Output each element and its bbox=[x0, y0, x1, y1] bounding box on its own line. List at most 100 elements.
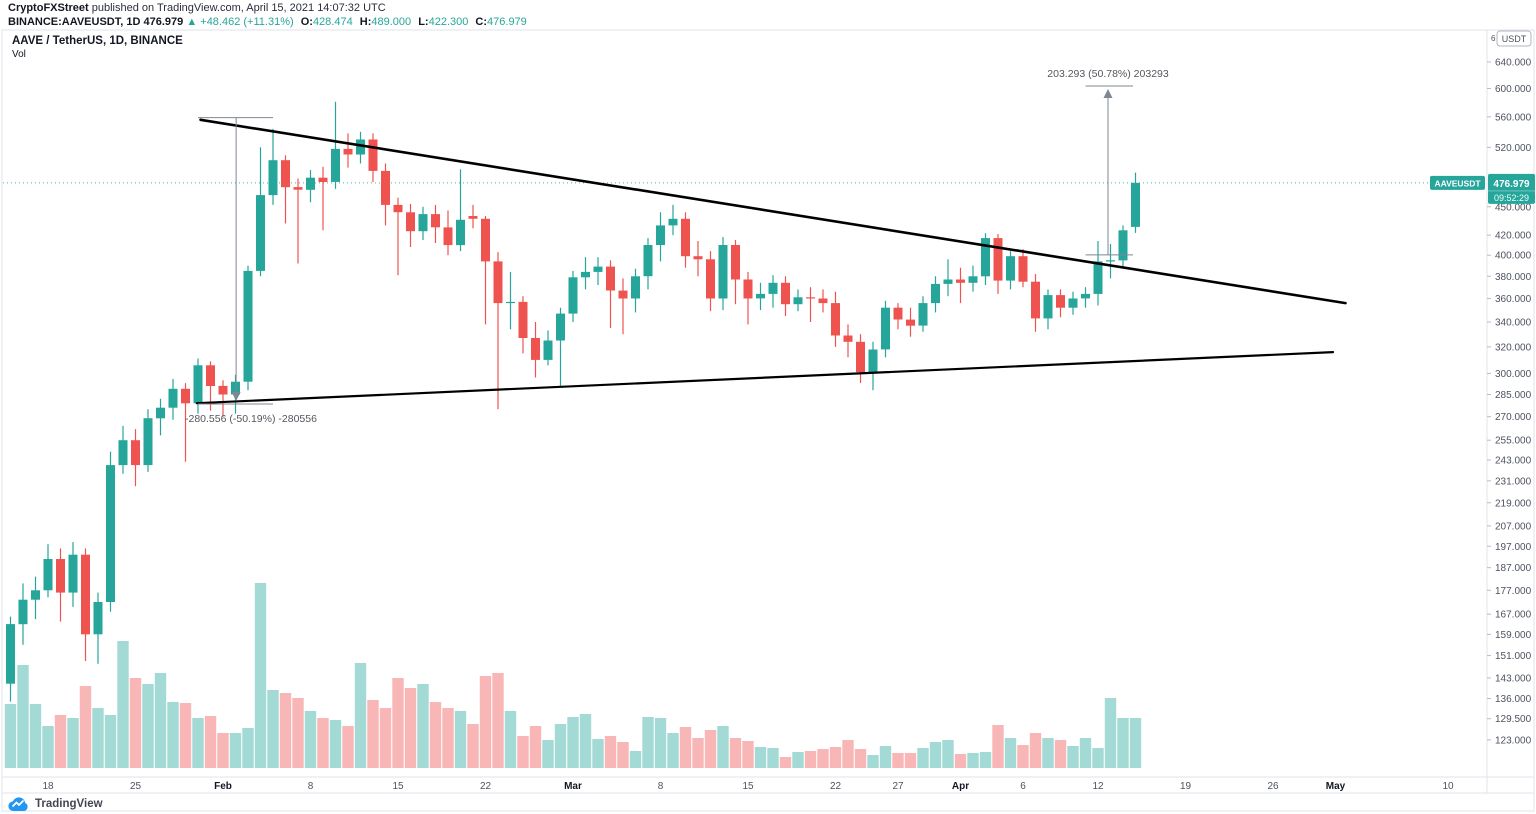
bar-countdown: 09:52:29 bbox=[1494, 193, 1529, 203]
tradingview-brand[interactable]: TradingView bbox=[35, 798, 103, 810]
candle-body bbox=[181, 388, 190, 404]
publish-info: published on TradingView.com, April 15, … bbox=[88, 2, 386, 14]
close-label: C: bbox=[475, 16, 488, 28]
candle-body bbox=[931, 283, 940, 304]
candle-body bbox=[331, 148, 340, 182]
price-tick: 167.000 bbox=[1495, 610, 1532, 621]
time-tick: 22 bbox=[830, 781, 842, 792]
change-value: +48.462 (+11.31%) bbox=[200, 16, 294, 28]
projection-up[interactable]: 203.293 (50.78%) 203293 bbox=[1047, 68, 1169, 256]
measure-down[interactable]: -280.556 (-50.19%) -280556 bbox=[185, 117, 317, 425]
volume-bar bbox=[379, 708, 392, 768]
candle-body bbox=[793, 297, 803, 305]
candle-body bbox=[68, 554, 78, 593]
volume-bar bbox=[479, 676, 492, 768]
time-tick: 27 bbox=[892, 781, 904, 792]
candle-body bbox=[18, 599, 28, 625]
price-tick: 177.000 bbox=[1495, 586, 1532, 597]
candle-body bbox=[1031, 281, 1040, 319]
volume-bar bbox=[892, 753, 904, 768]
candle-body bbox=[131, 440, 140, 466]
symbol-interval: BINANCE:AAVEUSDT, 1D bbox=[8, 16, 141, 28]
time-axis[interactable]: 18 25 Feb 8 15 22 Mar 8 15 22 27 Apr 6 12 19 26 May 10 bbox=[42, 781, 1454, 792]
candle-body bbox=[431, 214, 440, 228]
price-tick: 360.000 bbox=[1495, 294, 1532, 305]
volume-bar bbox=[817, 749, 829, 768]
volume-bar bbox=[629, 751, 642, 768]
volume-bar bbox=[717, 726, 729, 768]
price-tick: 123.000 bbox=[1495, 735, 1532, 746]
candle-body bbox=[81, 554, 90, 635]
volume-bar bbox=[767, 748, 779, 768]
price-tick: 143.000 bbox=[1495, 673, 1532, 684]
price-tick: 219.000 bbox=[1495, 498, 1532, 509]
volume-bar bbox=[392, 678, 404, 768]
candle-body bbox=[718, 245, 728, 299]
volume-bar bbox=[854, 749, 867, 768]
candle-body bbox=[781, 282, 790, 305]
candle-body bbox=[543, 340, 553, 360]
candle-body bbox=[681, 218, 690, 257]
candle-body bbox=[31, 590, 40, 600]
candle-body bbox=[893, 307, 903, 320]
price-tick: 520.000 bbox=[1495, 143, 1532, 154]
volume-bar bbox=[317, 718, 329, 768]
candle-body bbox=[943, 279, 953, 284]
price-tick: 231.000 bbox=[1495, 476, 1532, 487]
candle-body bbox=[318, 177, 328, 182]
svg-text:-280.556 (-50.19%) -280556: -280.556 (-50.19%) -280556 bbox=[185, 413, 317, 425]
volume-bar bbox=[992, 725, 1004, 768]
volume-bar bbox=[904, 753, 917, 768]
candle-body bbox=[906, 319, 915, 326]
volume-bar bbox=[842, 740, 854, 768]
candle-body bbox=[506, 301, 515, 304]
volume-bar bbox=[367, 700, 379, 768]
low-value: 422.300 bbox=[428, 16, 469, 28]
price-axis[interactable]: 6 USDT 640.000 600.000 560.000 520.000 450.000… bbox=[1487, 30, 1532, 746]
volume-bar bbox=[554, 724, 567, 768]
time-tick: Feb bbox=[214, 781, 232, 792]
price-tick: 560.000 bbox=[1495, 112, 1532, 123]
candle-body bbox=[1118, 230, 1128, 261]
volume-bar bbox=[279, 693, 292, 768]
candle-body bbox=[831, 303, 840, 336]
tradingview-logo-icon[interactable] bbox=[8, 796, 30, 812]
candle-body bbox=[606, 266, 615, 291]
header: CryptoFXStreet published on TradingView.… bbox=[8, 2, 527, 29]
candle-body bbox=[231, 381, 240, 395]
candle-body bbox=[56, 559, 65, 593]
volume-bar bbox=[42, 726, 54, 768]
candle-body bbox=[631, 276, 640, 299]
candle-body bbox=[556, 313, 565, 341]
volume-bar bbox=[29, 704, 42, 768]
candle-body bbox=[443, 227, 453, 246]
trendline-ascending-support[interactable] bbox=[195, 351, 1335, 405]
volume-bar bbox=[404, 688, 417, 768]
candles-layer bbox=[6, 101, 1140, 702]
svg-text:6: 6 bbox=[1491, 34, 1496, 43]
volume-bar bbox=[217, 733, 229, 768]
volume-bar bbox=[929, 742, 942, 768]
volume-bar bbox=[267, 690, 279, 768]
time-tick: 19 bbox=[1180, 781, 1192, 792]
candle-body bbox=[281, 160, 290, 188]
candle-body bbox=[6, 624, 15, 684]
volume-bar bbox=[879, 746, 892, 768]
candle-body bbox=[881, 307, 890, 350]
candle-body bbox=[1093, 261, 1103, 294]
candle-body bbox=[743, 279, 753, 299]
candle-body bbox=[468, 216, 478, 219]
close-value: 476.979 bbox=[487, 16, 527, 28]
volume-bar bbox=[517, 736, 529, 768]
candle-body bbox=[356, 139, 365, 155]
candle-body bbox=[206, 365, 215, 386]
trendline-descending-resistance[interactable] bbox=[199, 118, 1347, 305]
candle-body bbox=[593, 266, 603, 272]
volume-bar bbox=[417, 684, 429, 768]
volume-bar bbox=[1079, 738, 1092, 768]
volume-bar bbox=[567, 717, 579, 768]
volume-bar bbox=[179, 703, 192, 768]
volume-bar bbox=[17, 665, 29, 768]
